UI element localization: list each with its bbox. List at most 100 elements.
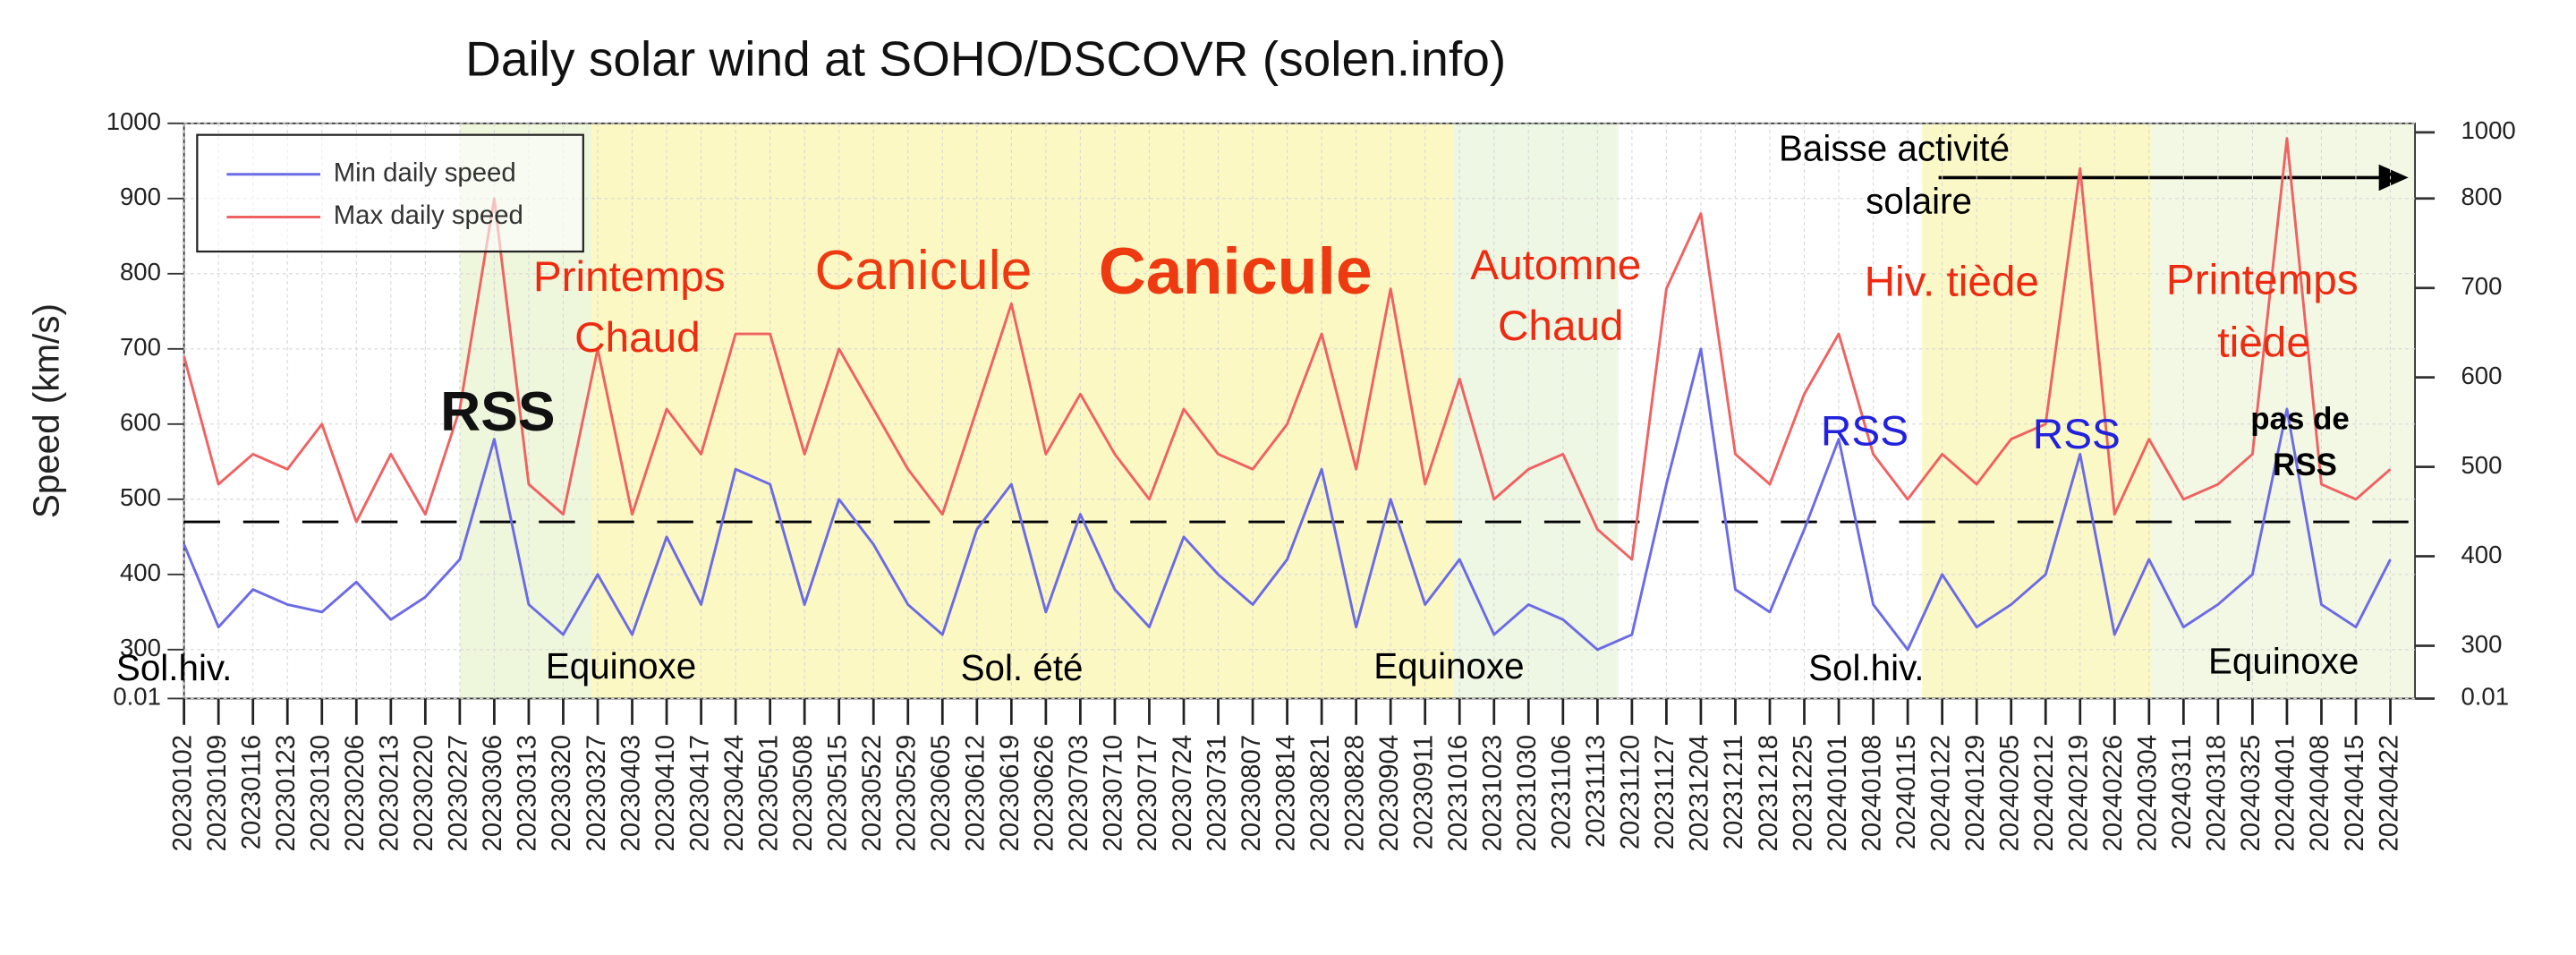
x-tick-label: 20240219 — [2064, 735, 2094, 852]
x-tick-label: 20230731 — [1202, 735, 1231, 852]
shade-yellow — [591, 123, 1454, 699]
x-tick-label: 20230130 — [306, 735, 336, 852]
x-tick-label: 20231106 — [1547, 735, 1577, 849]
legend-box — [196, 133, 584, 253]
x-tick-label: 20230626 — [1030, 735, 1059, 852]
x-tick-label: 20230410 — [650, 735, 680, 852]
annotation: Hiv. tiède — [1865, 258, 2039, 305]
annotation: RSS — [1821, 407, 1909, 455]
x-tick-label: 20230403 — [616, 735, 645, 852]
x-tick-label: 20230522 — [857, 735, 887, 852]
x-tick-label: 20230417 — [684, 735, 714, 852]
x-tick-label: 20230306 — [478, 735, 507, 852]
annotation: Canicule — [1099, 234, 1373, 308]
x-tick-label: 20230828 — [1339, 735, 1369, 852]
x-tick-label: 20230911 — [1408, 735, 1438, 849]
annotation: Sol.hiv. — [1808, 647, 1924, 688]
x-tick-label: 20240311 — [2167, 735, 2197, 849]
x-tick-label: 20230605 — [926, 735, 956, 852]
y-tick-label: 700 — [120, 333, 161, 361]
annotation: solaire — [1866, 180, 1972, 221]
y-tick-label: 0.01 — [113, 683, 161, 711]
annotation: Chaud — [1498, 303, 1624, 350]
annotation: RSS — [440, 380, 555, 443]
x-tick-label: 20240129 — [1960, 735, 1990, 852]
x-tick-label: 20230424 — [719, 735, 749, 852]
x-tick-label: 20240325 — [2236, 735, 2266, 852]
y-tick-label: 500 — [120, 483, 161, 511]
y2-tick-label: 300 — [2461, 630, 2502, 658]
x-tick-label: 20231030 — [1512, 735, 1542, 852]
annotation: Sol. été — [961, 647, 1084, 688]
series-line — [183, 137, 2392, 561]
y-tick-label: 800 — [120, 258, 161, 286]
x-tick-label: 20230501 — [753, 735, 783, 852]
x-tick-label: 20230612 — [961, 735, 990, 852]
x-tick-label: 20231113 — [1581, 735, 1611, 848]
x-tick-label: 20230703 — [1064, 735, 1093, 852]
annotation: Printemps — [2166, 257, 2359, 304]
y2-tick-label: 700 — [2461, 272, 2502, 300]
legend-label: Max daily speed — [334, 200, 523, 230]
x-tick-label: 20230904 — [1374, 735, 1404, 852]
x-tick-label: 20240304 — [2133, 735, 2163, 852]
x-tick-label: 20230102 — [167, 735, 197, 852]
annotation: Equinoxe — [2208, 641, 2359, 682]
y2-tick-label: 1000 — [2461, 116, 2515, 144]
annotation: Sol.hiv. — [116, 647, 232, 688]
x-tick-label: 20230619 — [995, 735, 1024, 852]
y-tick-label: 1000 — [106, 107, 161, 135]
x-tick-label: 20240115 — [1892, 735, 1921, 849]
x-tick-label: 20231218 — [1754, 735, 1783, 852]
x-tick-label: 20231204 — [1685, 735, 1714, 852]
arrow-head — [2378, 164, 2409, 192]
x-tick-label: 20230327 — [582, 735, 611, 852]
x-tick-label: 20240401 — [2271, 735, 2300, 852]
x-tick-label: 20230724 — [1168, 735, 1197, 852]
plot-frame — [183, 122, 2416, 700]
x-tick-label: 20230213 — [375, 735, 404, 852]
x-tick-label: 20240226 — [2098, 735, 2128, 852]
annotation: Baisse activité — [1779, 128, 2010, 169]
x-tick-label: 20240108 — [1857, 735, 1886, 852]
x-tick-label: 20230807 — [1237, 735, 1266, 852]
annotation: Equinoxe — [1373, 645, 1524, 686]
x-tick-label: 20240318 — [2202, 735, 2232, 852]
x-tick-label: 20240415 — [2340, 735, 2369, 852]
x-tick-label: 20240205 — [1994, 735, 2024, 852]
y2-tick-label: 600 — [2461, 362, 2502, 389]
shade-green — [2152, 123, 2416, 699]
annotation: Automne — [1470, 242, 1641, 289]
x-tick-label: 20230116 — [236, 735, 266, 849]
x-tick-label: 20240122 — [1926, 735, 1955, 852]
x-tick-label: 20230206 — [340, 735, 370, 852]
x-tick-label: 20231127 — [1650, 735, 1679, 849]
y2-tick-label: 800 — [2461, 183, 2502, 210]
y-tick-label: 900 — [120, 183, 161, 210]
series-line — [183, 347, 2392, 652]
x-tick-label: 20240408 — [2305, 735, 2334, 852]
x-tick-label: 20240101 — [1823, 735, 1852, 852]
annotation: Printemps — [533, 253, 726, 301]
y2-tick-label: 0.01 — [2461, 683, 2509, 711]
y-tick-label: 400 — [120, 559, 161, 586]
annotation: Canicule — [814, 239, 1032, 302]
x-tick-label: 20231211 — [1719, 735, 1748, 849]
x-tick-label: 20230508 — [788, 735, 818, 852]
x-tick-label: 20230814 — [1271, 735, 1300, 852]
y-tick-label: 300 — [120, 634, 161, 661]
y-axis-label: Speed (km/s) — [26, 303, 67, 518]
shade-green — [1453, 123, 1619, 699]
x-tick-label: 20230710 — [1099, 735, 1128, 852]
x-tick-label: 20230220 — [409, 735, 438, 852]
x-tick-label: 20230320 — [547, 735, 576, 852]
annotation: Equinoxe — [546, 645, 696, 686]
annotation: tiède — [2217, 319, 2309, 366]
x-tick-label: 20231120 — [1616, 735, 1645, 849]
y2-tick-label: 400 — [2461, 541, 2502, 568]
x-tick-label: 20240422 — [2374, 735, 2403, 852]
x-tick-label: 20230109 — [202, 735, 232, 852]
x-tick-label: 20230717 — [1133, 735, 1162, 852]
